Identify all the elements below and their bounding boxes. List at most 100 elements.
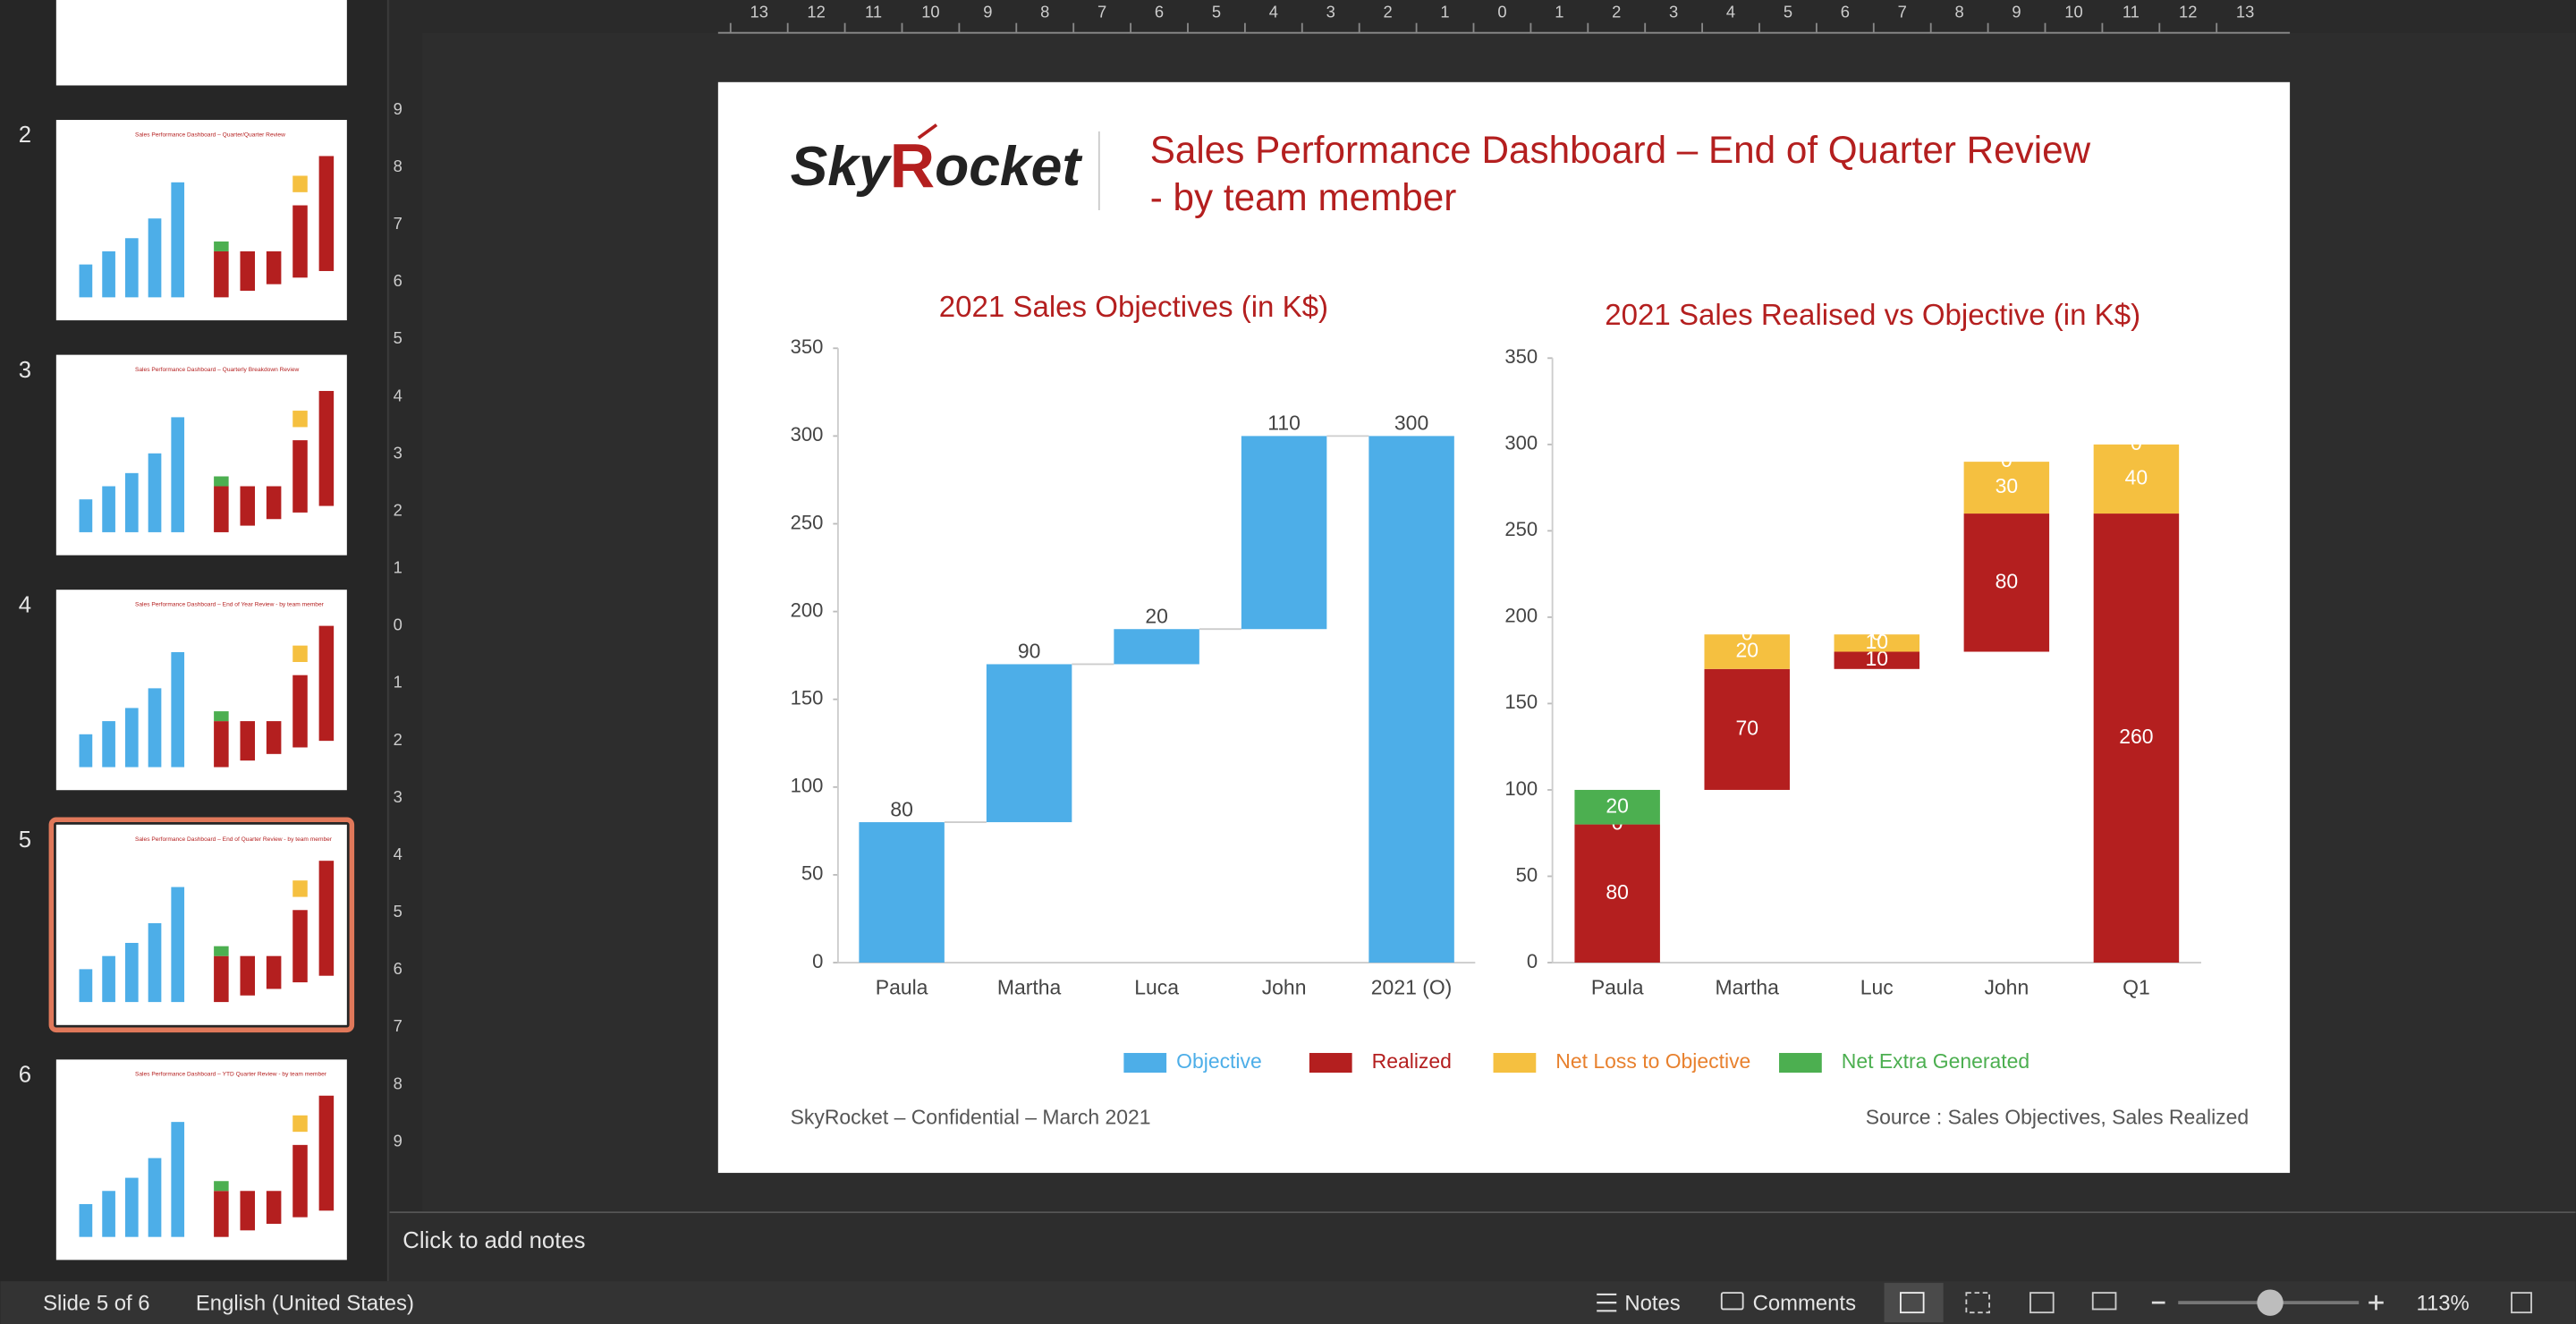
ruler-label: 5 [394,328,402,347]
chart-title: 2021 Sales Realised vs Objective (in K$) [1605,299,2140,332]
reading-view-button[interactable] [2029,1292,2055,1314]
fit-button[interactable] [2511,1292,2532,1314]
thumbnail-bar [292,175,308,192]
ruler-label: 6 [394,271,402,290]
logo-accent [917,123,938,140]
bar [986,664,1072,823]
thumbnail-bar [240,1191,256,1231]
data-label: 80 [890,797,913,820]
data-label: 110 [1267,412,1301,435]
footer-left: SkyRocket – Confidential – March 2021 [791,1106,1151,1129]
presenter-view-button[interactable] [2091,1292,2117,1311]
thumbnail-bar [318,156,335,271]
y-tick-label: 350 [1504,345,1538,368]
vertical-ruler [389,32,423,1213]
language[interactable]: English (United States) [196,1291,414,1315]
x-tick-label: Paula [1591,975,1644,998]
bar-segment [1574,824,1660,963]
data-label: 0 [1871,621,1883,644]
thumbnail-bar [171,887,185,1003]
x-tick-label: Martha [1716,975,1780,998]
ruler-label: 9 [394,1131,402,1150]
thumbnail-bar [79,499,93,532]
data-label: 20 [1735,639,1758,662]
thumbnail-bar [171,417,185,532]
thumbnail-bar [292,645,308,662]
y-tick-label: 250 [1504,518,1538,540]
legend-swatch [1779,1053,1822,1074]
ruler-label: 11 [865,3,882,21]
comments-label[interactable]: Comments [1753,1291,1856,1315]
notes-button[interactable]: Notes [1597,1291,1681,1315]
x-tick-label: Martha [997,975,1062,998]
ruler-label: 4 [394,844,402,863]
bar [1241,436,1327,630]
zoom-in[interactable] [2368,1294,2384,1311]
thumbnail-bar [102,955,115,1003]
ruler-label: 5 [1784,3,1792,21]
bar [859,822,945,963]
thumbnail-bar [266,1191,282,1224]
thumbnail-bar [214,1191,229,1237]
ruler-label: 1 [1440,3,1449,21]
thumbnail-title: Sales Performance Dashboard – End of Yea… [135,601,325,607]
slide-title: - by team member [1150,176,1457,218]
thumbnail-bar [214,476,229,487]
thumbnail-bar [292,205,308,278]
ruler-label: 7 [1898,3,1907,21]
ruler-label: 12 [2179,3,2197,21]
data-label: 40 [2125,466,2148,489]
thumbnail-bar [79,1203,93,1237]
ruler-label: 2 [394,730,402,749]
normal-view-button[interactable] [1884,1283,1944,1323]
zoom-level[interactable]: 113% [2416,1291,2469,1315]
ruler-label: 5 [394,902,402,921]
y-tick-label: 250 [791,511,824,533]
thumbnail[interactable] [55,0,347,86]
notes-label[interactable]: Notes [1624,1291,1680,1315]
bar-segment [1704,634,1790,669]
ruler-label: 3 [394,787,402,806]
ruler-label: 7 [394,1016,402,1035]
ruler-label: 5 [1212,3,1221,21]
thumbnail-title: Sales Performance Dashboard – YTD Quarte… [135,1072,327,1078]
thumbnail-bar [292,880,308,897]
sorter-view-button[interactable] [1965,1292,1990,1314]
y-tick-label: 0 [812,950,823,972]
slide-number: 5 [19,828,31,853]
thumbnail-bar [318,391,335,506]
y-tick-label: 50 [1516,863,1538,886]
y-tick-label: 300 [1504,432,1538,454]
zoom-thumb[interactable] [2257,1289,2284,1316]
thumbnail-bar [292,1144,308,1218]
ruler-label: 1 [394,673,402,692]
thumbnail-bar [171,182,185,298]
data-label: 30 [1996,474,2019,497]
y-tick-label: 200 [791,598,824,621]
notes-placeholder[interactable]: Click to add notes [402,1228,585,1253]
data-label: 80 [1996,569,2019,592]
thumbnail-title: Sales Performance Dashboard – Quarter/Qu… [135,132,285,138]
y-tick-label: 100 [1504,777,1538,800]
ruler-label: 6 [1155,3,1164,21]
ruler-label: 13 [750,3,768,21]
thumbnail-title: Sales Performance Dashboard – Quarterly … [135,367,300,373]
thumbnail-bar [240,955,256,996]
thumbnail-bar [102,250,115,298]
comments-button[interactable]: Comments [1720,1291,1856,1315]
slide-number: 3 [19,358,31,383]
ruler-label: 4 [1726,3,1735,21]
thumbnail-bar [266,955,282,989]
ruler-label: 7 [394,214,402,233]
slide: SkyRocket Sales Performance Dashboard – … [791,123,2249,1129]
x-tick-label: Q1 [2123,975,2150,998]
thumbnail-bar [171,651,185,768]
thumbnail-bar [148,453,162,532]
ruler-label: 8 [394,1074,402,1092]
thumbnail-bar [292,910,308,983]
thumbnail-bar [266,721,282,754]
y-tick-label: 50 [801,862,824,885]
thumbnail-bar [292,1115,308,1133]
thumbnail-bar [148,922,162,1003]
